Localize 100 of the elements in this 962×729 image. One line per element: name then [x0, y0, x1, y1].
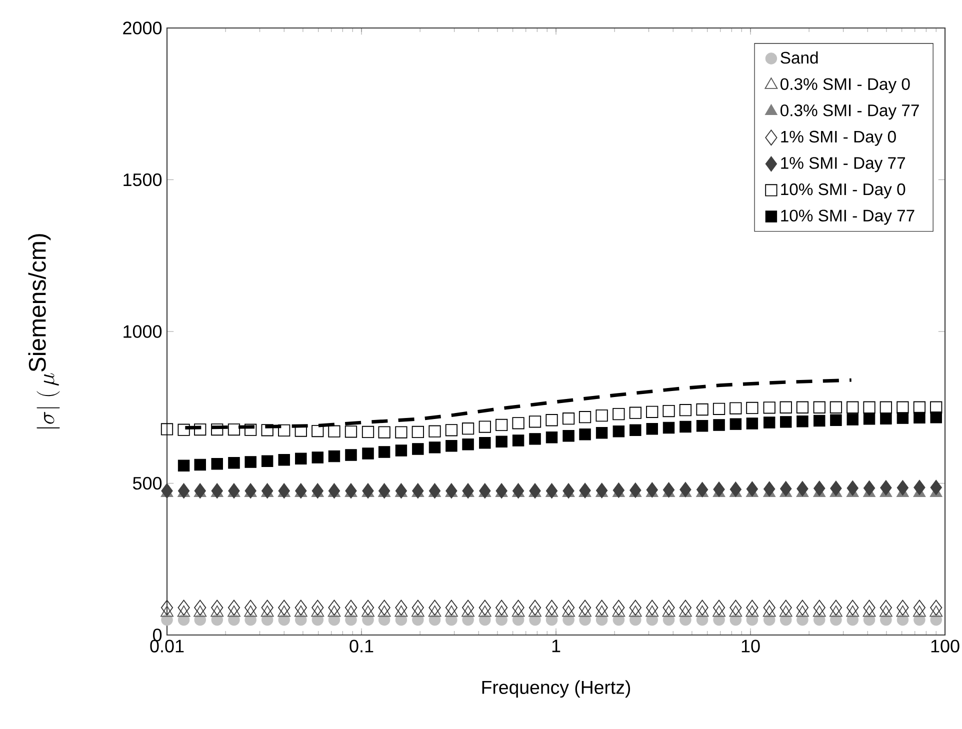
point	[462, 422, 474, 435]
point	[412, 443, 424, 455]
point	[846, 401, 859, 414]
point	[194, 483, 206, 499]
legend-label: 0.3% SMI - Day 0	[780, 78, 910, 94]
point	[896, 401, 909, 414]
point	[780, 416, 792, 428]
point	[930, 480, 942, 496]
point	[796, 480, 808, 496]
point	[378, 426, 390, 438]
point	[629, 600, 642, 616]
point	[730, 600, 742, 616]
point	[813, 600, 826, 616]
point	[261, 455, 274, 467]
point	[295, 483, 307, 499]
point	[312, 483, 324, 499]
point	[244, 600, 257, 616]
point	[278, 483, 290, 499]
point	[880, 600, 892, 616]
point	[228, 457, 240, 469]
point	[546, 432, 558, 444]
point	[446, 440, 458, 452]
point	[830, 414, 842, 426]
point	[930, 600, 942, 616]
point	[612, 425, 625, 438]
point	[194, 600, 206, 616]
point	[646, 406, 658, 418]
point	[312, 452, 324, 464]
point	[496, 483, 508, 499]
point	[194, 423, 206, 436]
point	[496, 436, 508, 448]
point	[160, 600, 174, 616]
point	[730, 402, 742, 414]
point	[211, 483, 223, 499]
point	[814, 414, 826, 427]
point	[378, 446, 390, 458]
legend-label: 10% SMI - Day 77	[781, 210, 914, 225]
point	[646, 482, 658, 498]
point	[913, 401, 926, 414]
point	[930, 401, 942, 414]
point	[746, 481, 758, 497]
point	[930, 412, 942, 424]
point	[160, 423, 174, 436]
point	[412, 483, 424, 499]
point	[546, 600, 558, 616]
point	[362, 483, 374, 499]
point	[546, 483, 558, 499]
x-tick-label: 1	[552, 640, 560, 652]
point	[578, 600, 592, 616]
point	[780, 401, 792, 414]
point	[528, 600, 542, 616]
point	[328, 425, 340, 438]
point	[596, 427, 608, 439]
point	[579, 428, 591, 440]
point	[344, 600, 358, 616]
point	[830, 600, 842, 616]
point	[562, 483, 574, 499]
point	[696, 403, 708, 416]
point	[746, 402, 758, 414]
point	[913, 600, 926, 616]
point	[428, 442, 441, 454]
point	[712, 402, 726, 415]
point	[662, 422, 675, 434]
point	[278, 454, 290, 466]
x-tick-label: 10	[742, 640, 760, 652]
point	[395, 483, 408, 499]
point	[629, 406, 642, 419]
point	[746, 600, 758, 616]
point	[378, 600, 390, 616]
point	[562, 430, 574, 442]
point	[813, 401, 826, 414]
point	[830, 401, 842, 414]
point	[445, 600, 458, 616]
point	[378, 483, 390, 499]
point	[428, 425, 441, 438]
point	[896, 480, 909, 496]
point	[496, 418, 508, 432]
point	[211, 423, 224, 436]
point	[362, 448, 374, 460]
point	[896, 600, 909, 616]
point	[612, 600, 625, 616]
point	[479, 483, 491, 499]
point	[630, 482, 642, 498]
x-axis-title: Frequency (Hertz)	[482, 680, 630, 698]
point	[880, 480, 892, 496]
point	[914, 412, 926, 424]
point	[412, 600, 424, 616]
point	[763, 481, 776, 497]
point	[512, 434, 524, 446]
point	[362, 426, 374, 438]
point	[713, 482, 725, 498]
point	[863, 480, 876, 496]
point	[579, 482, 591, 498]
point	[880, 412, 892, 424]
point	[395, 444, 408, 456]
point	[596, 482, 608, 498]
point	[178, 600, 190, 616]
point	[830, 480, 842, 496]
point	[562, 412, 575, 425]
point	[662, 482, 675, 498]
